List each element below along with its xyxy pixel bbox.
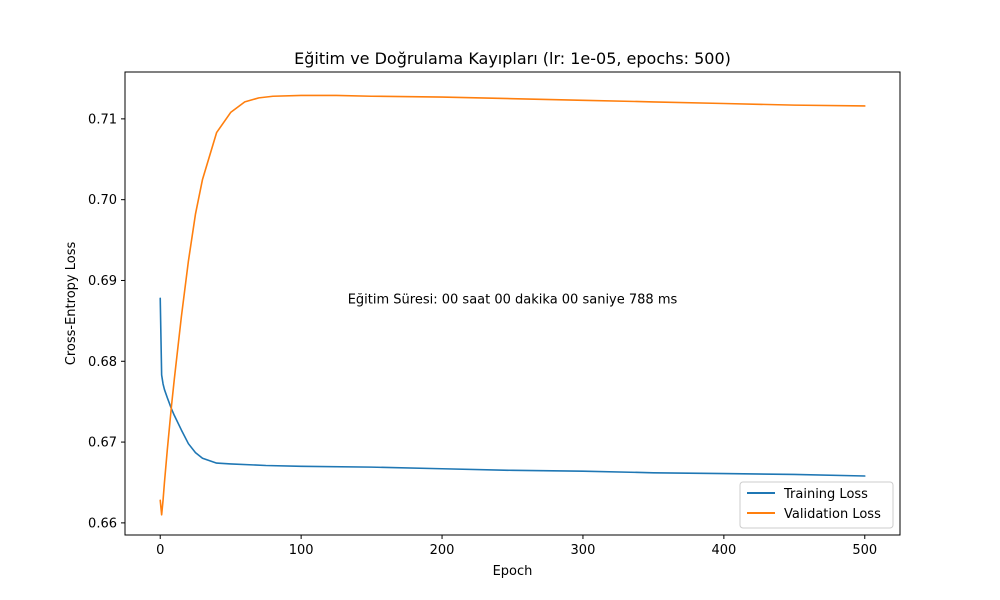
y-tick-label: 0.67 (88, 436, 117, 451)
y-tick-label: 0.70 (88, 193, 117, 208)
y-tick-label: 0.66 (88, 516, 117, 531)
x-axis-label: Epoch (493, 564, 533, 579)
y-tick-label: 0.69 (88, 274, 117, 289)
y-tick-label: 0.68 (88, 355, 117, 370)
training-time-annotation: Eğitim Süresi: 00 saat 00 dakika 00 sani… (348, 293, 678, 308)
y-axis-ticks: 0.66 0.67 0.68 0.69 0.70 0.71 (88, 112, 125, 531)
validation-loss-line (159, 94, 866, 516)
x-tick-label: 500 (852, 543, 877, 558)
x-tick-label: 400 (711, 543, 736, 558)
y-axis-label: Cross-Entropy Loss (64, 242, 79, 366)
x-tick-label: 0 (156, 543, 164, 558)
plot-frame (124, 71, 901, 536)
legend-box (739, 481, 894, 529)
chart-title: Eğitim ve Doğrulama Kayıpları (lr: 1e-05… (294, 49, 731, 68)
x-tick-label: 200 (430, 543, 455, 558)
legend-label-validation: Validation Loss (784, 507, 881, 522)
legend-label-training: Training Loss (783, 487, 868, 502)
y-tick-label: 0.71 (88, 112, 117, 127)
legend: Training Loss Validation Loss (739, 481, 894, 529)
x-axis-ticks: 0 100 200 300 400 500 (156, 535, 877, 558)
training-loss-line (159, 297, 866, 477)
x-tick-label: 100 (289, 543, 314, 558)
plot-lines (159, 94, 866, 516)
x-tick-label: 300 (571, 543, 596, 558)
